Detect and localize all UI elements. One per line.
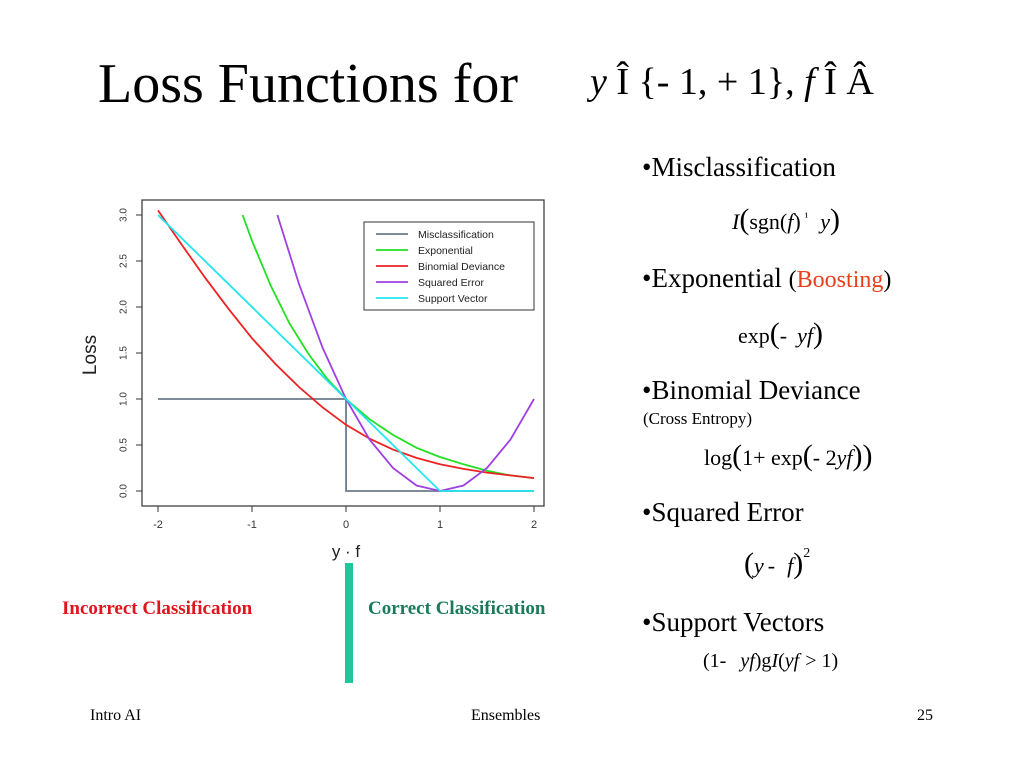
formula-misclassification: I(sgn(f) ¹ y) bbox=[732, 203, 840, 237]
chart-legend: Misclassification Exponential Binomial Dev… bbox=[363, 221, 535, 311]
formula-token: ( bbox=[732, 439, 743, 472]
formula-token: log bbox=[704, 445, 733, 470]
y-tick-label: 1.5 bbox=[119, 346, 130, 360]
formula-token: ( bbox=[739, 203, 750, 236]
formula-binomial: log(1+ exp(- 2yf)) bbox=[704, 439, 873, 473]
x-tick-label: 0 bbox=[343, 519, 349, 531]
legend-label: Exponential bbox=[418, 245, 473, 257]
math-in-1: Î bbox=[616, 61, 630, 103]
bullet-exponential-label: •Exponential bbox=[642, 263, 782, 293]
formula-support: (1- yf)gI(yf > 1) bbox=[703, 650, 838, 673]
cross-entropy-note: (Cross Entropy) bbox=[643, 409, 753, 428]
formula-token: 1+ exp bbox=[742, 445, 803, 470]
bullet-misclassification: •Misclassification bbox=[642, 152, 836, 182]
footer-topic: Ensembles bbox=[471, 707, 541, 724]
x-tick-label: -2 bbox=[153, 519, 163, 531]
formula-token: )g bbox=[754, 650, 772, 672]
slide-title: Loss Functions for bbox=[98, 53, 518, 115]
x-axis-label: y · f bbox=[332, 542, 361, 561]
formula-token: y bbox=[754, 553, 764, 578]
series-line-1 bbox=[241, 214, 535, 479]
math-in-2: Î bbox=[824, 61, 837, 103]
formula-token: ) bbox=[830, 203, 841, 236]
formula-token: - bbox=[767, 553, 776, 578]
series-line-0 bbox=[158, 398, 534, 492]
math-reals: Â bbox=[846, 61, 874, 103]
formula-token: (1- bbox=[703, 650, 727, 672]
formula-token: yf bbox=[797, 323, 813, 348]
footer-page-number: 25 bbox=[917, 707, 933, 724]
formula-token: ¹ bbox=[804, 210, 809, 224]
paren-close: ) bbox=[883, 267, 892, 293]
y-axis-label: Loss bbox=[80, 335, 101, 375]
loss-chart: 0.0 0.5 1.0 1.5 2.0 2.5 3.0 -2 -1 0 1 2 y · f Loss… bbox=[80, 199, 545, 561]
boosting-highlight: Boosting bbox=[796, 267, 884, 293]
formula-token: exp bbox=[738, 323, 770, 348]
y-axis: 0.0 0.5 1.0 1.5 2.0 2.5 3.0 bbox=[119, 208, 142, 498]
paren-open: ( bbox=[788, 267, 797, 293]
formula-token: yf bbox=[836, 445, 853, 470]
bullet-support: •Support Vectors bbox=[642, 607, 825, 637]
formula-token: y bbox=[820, 209, 831, 234]
legend-label: Squared Error bbox=[418, 277, 484, 289]
legend-label: Misclassification bbox=[418, 229, 494, 241]
formula-token: ( bbox=[744, 547, 754, 580]
bullet-squared: •Squared Error bbox=[642, 497, 804, 527]
series-line-4 bbox=[157, 214, 534, 492]
x-axis: -2 -1 0 1 2 bbox=[153, 506, 537, 531]
bullet-binomial: •Binomial Deviance bbox=[642, 375, 861, 405]
y-tick-label: 1.0 bbox=[119, 392, 130, 406]
footer-course: Intro AI bbox=[90, 707, 142, 724]
x-tick-label: 2 bbox=[531, 519, 537, 531]
y-tick-label: 3.0 bbox=[119, 208, 130, 222]
formula-token: sgn bbox=[749, 209, 780, 234]
formula-squared: (y - f)2 bbox=[744, 546, 810, 581]
correct-classification-label: Correct Classification bbox=[368, 598, 546, 619]
formula-token: ) bbox=[862, 439, 873, 472]
x-tick-label: 1 bbox=[437, 519, 443, 531]
formula-token: ) bbox=[852, 439, 863, 472]
series-lines bbox=[157, 209, 535, 492]
series-line-2 bbox=[157, 209, 535, 479]
formula-token: ) bbox=[812, 317, 823, 350]
bullet-exponential: •Exponential (Boosting) bbox=[642, 263, 891, 294]
formula-token: - 2 bbox=[812, 445, 837, 470]
formula-token: ( bbox=[778, 650, 785, 672]
formula-token: f bbox=[787, 553, 794, 578]
series-line-3 bbox=[276, 214, 535, 492]
y-tick-label: 0.5 bbox=[119, 438, 130, 452]
incorrect-classification-label: Incorrect Classification bbox=[62, 598, 253, 619]
y-tick-label: 0.0 bbox=[119, 484, 130, 498]
decision-boundary-bar bbox=[345, 563, 353, 683]
formula-token: - bbox=[779, 323, 788, 348]
formula-token: 2 bbox=[803, 546, 811, 561]
math-set: {- 1, + 1}, bbox=[638, 61, 795, 103]
legend-label: Binomial Deviance bbox=[418, 261, 505, 273]
formula-token: yf bbox=[740, 650, 755, 672]
formula-token: ( bbox=[779, 209, 788, 234]
formula-token: yf bbox=[784, 650, 800, 672]
math-y: y bbox=[590, 61, 607, 103]
formula-token: ) bbox=[793, 547, 804, 580]
formula-token: ( bbox=[802, 439, 813, 472]
formula-token: ) bbox=[793, 209, 801, 234]
formula-token: ( bbox=[769, 317, 780, 350]
x-tick-label: -1 bbox=[247, 519, 257, 531]
legend-label: Support Vector bbox=[418, 293, 488, 305]
formula-token: I bbox=[771, 650, 779, 672]
y-tick-label: 2.5 bbox=[119, 254, 130, 268]
formula-token: > 1) bbox=[805, 650, 839, 672]
formula-exponential: exp(- yf) bbox=[738, 317, 823, 351]
math-f: f bbox=[804, 61, 815, 103]
formula-token: I bbox=[732, 209, 740, 234]
formula-token: f bbox=[787, 209, 794, 234]
y-tick-label: 2.0 bbox=[119, 300, 130, 314]
title-math: y Î {- 1, + 1}, f Î Â bbox=[590, 60, 874, 104]
